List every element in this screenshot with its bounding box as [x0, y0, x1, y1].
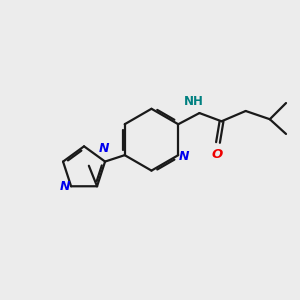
Text: N: N: [99, 142, 110, 155]
Text: N: N: [60, 180, 70, 193]
Text: N: N: [178, 149, 189, 163]
Text: O: O: [212, 148, 223, 161]
Text: NH: NH: [184, 95, 204, 108]
